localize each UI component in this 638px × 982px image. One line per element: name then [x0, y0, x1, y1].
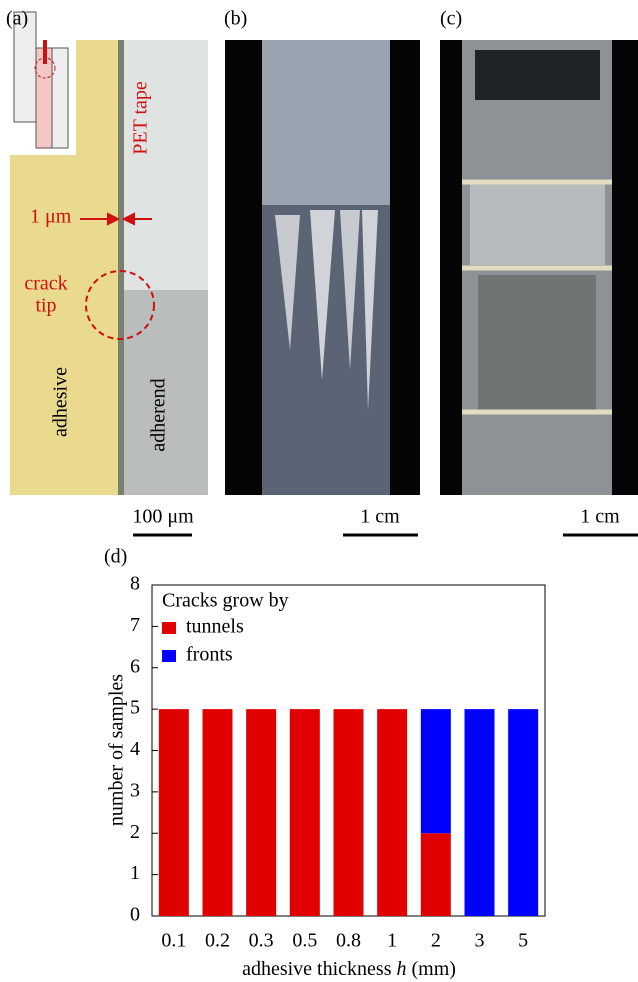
annotation: tip — [35, 295, 56, 317]
x-tick-label: 0.1 — [161, 930, 186, 952]
y-tick-label: 2 — [130, 821, 140, 843]
bar — [508, 709, 538, 916]
annotation: adhesive — [50, 367, 72, 437]
bar — [246, 709, 276, 916]
scale-bar-label: 100 μm — [132, 506, 194, 528]
x-tick-label: 1 — [387, 930, 397, 952]
y-tick-label: 6 — [130, 655, 140, 677]
photo — [225, 40, 420, 495]
y-tick-label: 3 — [130, 779, 140, 801]
panel-label: (d) — [104, 546, 127, 568]
scale-bar-label: 1 cm — [580, 506, 620, 528]
y-tick-label: 5 — [130, 697, 140, 719]
y-tick-label: 1 — [130, 862, 140, 884]
x-tick-label: 0.8 — [336, 930, 361, 952]
photo — [440, 40, 638, 495]
annotation: PET tape — [130, 81, 152, 155]
y-tick-label: 8 — [130, 573, 140, 595]
annotation: adherend — [148, 378, 170, 451]
x-tick-label: 0.5 — [292, 930, 317, 952]
bar — [421, 833, 451, 916]
annotation: crack — [24, 273, 67, 295]
panel-label: (a) — [6, 8, 28, 30]
x-tick-label: 0.2 — [205, 930, 230, 952]
figure: (a) PET tape 1 μm crack tip adhesive adh… — [0, 0, 638, 982]
x-tick-label: 2 — [431, 930, 441, 952]
legend-label: tunnels — [186, 616, 244, 638]
bar — [159, 709, 189, 916]
bar — [203, 709, 233, 916]
y-tick-label: 7 — [130, 614, 140, 636]
legend-title: Cracks grow by — [162, 590, 289, 612]
x-axis-label-unit: (mm) — [411, 958, 455, 980]
x-axis-label: adhesive thickness h (mm) — [242, 958, 456, 980]
bar — [421, 709, 451, 833]
x-axis-label-variable: h — [396, 958, 406, 980]
legend-swatch — [162, 622, 176, 634]
scale-bar-label: 1 cm — [360, 506, 400, 528]
legend-label: fronts — [186, 644, 233, 666]
bar — [465, 709, 495, 916]
panel-label: (b) — [224, 8, 247, 30]
y-axis-label: number of samples — [106, 674, 128, 826]
y-tick-label: 4 — [130, 738, 140, 760]
x-axis-label-text: adhesive thickness — [242, 958, 392, 980]
panel-label: (c) — [440, 8, 462, 30]
x-tick-label: 5 — [518, 930, 528, 952]
y-tick-label: 0 — [130, 904, 140, 926]
bar — [290, 709, 320, 916]
legend-swatch — [162, 650, 176, 662]
bar — [377, 709, 407, 916]
annotation: 1 μm — [30, 206, 72, 228]
x-tick-label: 0.3 — [249, 930, 274, 952]
x-tick-label: 3 — [475, 930, 485, 952]
bar — [334, 709, 364, 916]
micrograph — [0, 0, 208, 495]
